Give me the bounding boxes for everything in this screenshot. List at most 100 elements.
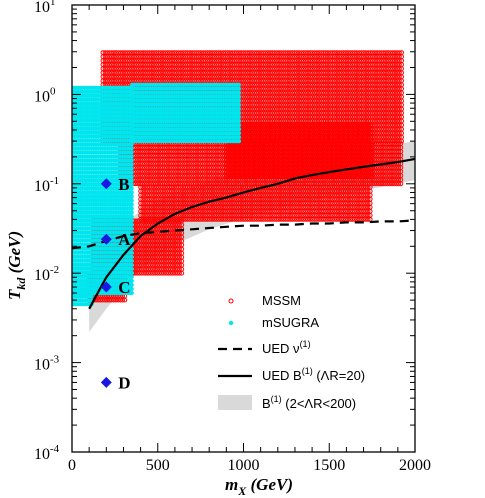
mssm-point (276, 50, 282, 55)
mssm-point (283, 50, 289, 55)
mssm-point (209, 50, 215, 55)
mssm-point (254, 50, 260, 55)
mssm-point (249, 50, 255, 55)
mssm-point (350, 50, 356, 55)
mssm-point (102, 50, 108, 55)
mssm-point (301, 50, 306, 55)
mssm-point (243, 50, 249, 55)
mssm-point (319, 50, 324, 55)
mssm-point (278, 50, 284, 55)
mssm-point (343, 50, 349, 55)
mssm-point (261, 50, 266, 55)
mssm-point (263, 50, 269, 55)
mssm-point (122, 50, 128, 55)
mssm-point (156, 50, 162, 55)
mssm-point (223, 50, 228, 55)
mssm-point (314, 50, 320, 55)
mssm-point (245, 50, 251, 55)
mssm-point (397, 50, 402, 55)
mssm-point (296, 50, 302, 55)
mssm-point (183, 50, 188, 55)
mssm-point (238, 50, 244, 55)
mssm-point (109, 50, 115, 55)
mssm-point (292, 50, 298, 55)
mssm-point (205, 50, 211, 55)
mssm-point (236, 50, 242, 55)
mssm-point (158, 50, 164, 55)
mssm-point (240, 50, 246, 55)
mssm-point (370, 50, 376, 55)
mssm-point (368, 50, 373, 55)
mssm-point (151, 50, 157, 55)
mssm-point (354, 50, 360, 55)
mssm-point (325, 50, 331, 55)
mssm-point (274, 50, 280, 55)
mssm-point (330, 50, 335, 55)
mssm-point (385, 50, 391, 55)
mssm-point (341, 50, 347, 55)
mssm-point (133, 50, 139, 55)
mssm-point (200, 50, 206, 55)
mssm-point (127, 50, 133, 55)
mssm-point (332, 50, 338, 55)
mssm-point (347, 50, 353, 55)
mssm-point (169, 50, 175, 55)
mssm-point (203, 50, 208, 55)
mssm-point (165, 50, 170, 55)
mssm-point (176, 50, 182, 55)
mssm-point (285, 50, 291, 55)
mssm-point (138, 50, 144, 55)
mssm-point (258, 50, 264, 55)
mssm-point (178, 50, 184, 55)
mssm-point (352, 50, 358, 55)
mssm-point (107, 50, 112, 55)
mssm-point (394, 50, 400, 55)
mssm-point (376, 50, 382, 55)
mssm-point (345, 50, 351, 55)
mssm-point (207, 50, 213, 55)
mssm-point (361, 50, 367, 55)
mssm-point (113, 50, 119, 55)
mssm-point (216, 50, 222, 55)
mssm-point (294, 50, 300, 55)
mssm-point (356, 50, 362, 55)
mssm-point (390, 50, 396, 55)
mssm-point (225, 50, 231, 55)
mssm-point (116, 50, 121, 55)
mssm-point (104, 50, 110, 55)
mssm-point (147, 50, 153, 55)
mssm-point (272, 50, 277, 55)
mssm-point (118, 50, 124, 55)
mssm-point (381, 50, 387, 55)
mssm-point (379, 50, 385, 55)
mssm-point (196, 50, 202, 55)
mssm-point (321, 50, 327, 55)
mssm-point (399, 50, 405, 55)
mssm-point (185, 50, 191, 55)
mssm-point (131, 50, 137, 55)
mssm-point (365, 50, 371, 55)
mssm-point (174, 50, 179, 55)
mssm-point (154, 50, 159, 55)
mssm-point (214, 50, 220, 55)
mssm-point (290, 50, 295, 55)
mssm-point (211, 50, 217, 55)
mssm-point (229, 50, 235, 55)
mssm-point (265, 50, 271, 55)
mssm-point (363, 50, 369, 55)
mssm-point (303, 50, 309, 55)
mssm-point (305, 50, 311, 55)
mssm-point (392, 50, 398, 55)
mssm-point (100, 50, 106, 55)
mssm-point (125, 50, 130, 55)
mssm-point (198, 50, 204, 55)
mssm-point (140, 50, 146, 55)
mssm-point (372, 50, 378, 55)
mssm-point (220, 50, 226, 55)
mssm-point (227, 50, 233, 55)
mssm-point (187, 50, 193, 55)
mssm-point (310, 50, 315, 55)
mssm-point (307, 50, 313, 55)
mssm-point (160, 50, 166, 55)
